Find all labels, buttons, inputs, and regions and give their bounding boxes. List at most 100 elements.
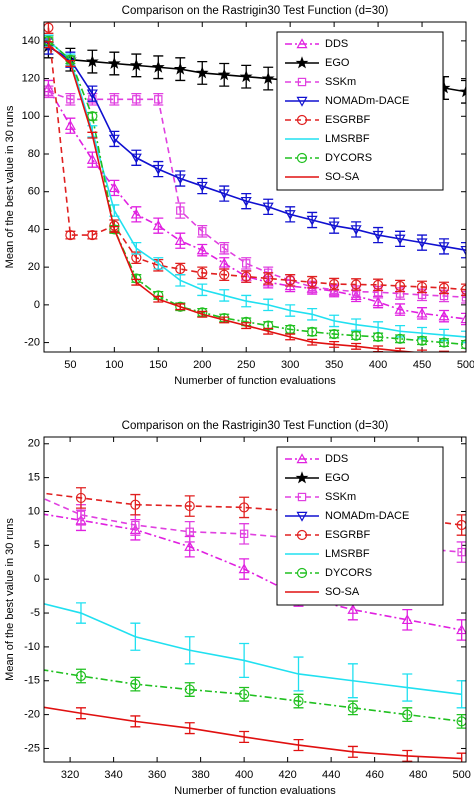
marker — [328, 221, 340, 232]
marker — [307, 277, 318, 288]
error-bar — [75, 487, 86, 509]
y-tick-label: 120 — [22, 72, 40, 84]
marker — [416, 335, 428, 346]
marker — [175, 263, 186, 275]
x-tick-label: 400 — [369, 359, 387, 371]
marker — [130, 153, 142, 164]
legend-label: DDS — [325, 38, 348, 50]
marker — [85, 54, 99, 68]
y-axis-label: Mean of the best value in 30 runs — [4, 105, 16, 268]
marker — [130, 679, 141, 690]
error-bar — [456, 619, 466, 641]
y-tick-label: -20 — [24, 709, 40, 721]
marker — [131, 520, 140, 530]
marker — [238, 563, 250, 574]
y-tick-label: 15 — [28, 472, 40, 484]
marker — [176, 206, 185, 215]
x-tick-label: 500 — [452, 769, 470, 781]
error-bar — [219, 268, 230, 281]
y-tick-label: 0 — [34, 573, 40, 585]
error-bar — [239, 523, 250, 545]
error-bar — [239, 730, 250, 744]
y-tick-label: -15 — [24, 675, 40, 687]
marker — [296, 567, 308, 579]
marker — [297, 77, 307, 87]
x-axis-label: Numerber of function evaluations — [174, 785, 336, 797]
error-bar — [197, 266, 208, 280]
marker — [218, 189, 230, 200]
marker — [107, 56, 121, 69]
marker — [239, 502, 250, 513]
error-bar — [75, 707, 86, 720]
x-tick-label: 400 — [235, 769, 253, 781]
marker — [196, 244, 208, 255]
error-bar — [131, 241, 142, 255]
marker — [351, 330, 362, 341]
x-tick-label: 100 — [105, 359, 123, 371]
error-bar — [373, 278, 384, 292]
error-bar — [184, 520, 195, 543]
marker — [348, 352, 357, 360]
error-bar — [347, 663, 358, 699]
chart-title: Comparison on the Rastrigin30 Test Funct… — [122, 5, 389, 17]
legend-box — [276, 31, 444, 191]
error-bar — [461, 241, 466, 259]
legend-box — [276, 446, 444, 606]
marker — [263, 273, 274, 284]
marker — [109, 224, 120, 235]
marker — [184, 684, 195, 695]
marker — [293, 695, 304, 707]
marker — [75, 492, 87, 504]
error-bar — [417, 280, 428, 294]
plot-frame — [43, 21, 467, 353]
legend-label: DYCORS — [325, 567, 372, 579]
marker — [456, 519, 466, 531]
x-tick-label: 350 — [325, 359, 343, 371]
error-bar — [456, 752, 466, 762]
legend-label: NOMADm-DACE — [325, 95, 409, 107]
marker — [185, 527, 194, 536]
error-bar — [402, 673, 413, 702]
marker — [372, 296, 384, 307]
error-bar — [130, 715, 141, 728]
y-tick-label: 40 — [28, 223, 40, 235]
y-tick-label: -5 — [30, 607, 40, 619]
marker — [394, 333, 406, 344]
marker — [372, 230, 384, 241]
marker — [65, 229, 76, 241]
error-bar — [307, 275, 318, 289]
marker — [175, 301, 186, 312]
marker — [217, 68, 231, 81]
marker — [295, 56, 309, 69]
x-tick-label: 340 — [104, 769, 122, 781]
error-bar — [239, 496, 250, 519]
y-tick-label: 140 — [22, 35, 40, 47]
marker — [152, 219, 164, 230]
x-tick-label: 480 — [409, 769, 427, 781]
error-bar — [329, 314, 340, 328]
error-bar — [239, 558, 250, 580]
legend-label: SO-SA — [325, 171, 360, 183]
marker — [438, 337, 450, 348]
error-bar — [109, 225, 120, 233]
marker — [457, 379, 466, 387]
marker — [174, 235, 186, 245]
y-tick-label: 20 — [28, 261, 40, 273]
marker — [329, 328, 340, 340]
legend: DDS EGO SSKm NOMADm-DACE ESGRBF LMSRBF DYCORS S… — [276, 31, 444, 191]
marker — [242, 259, 251, 268]
marker — [195, 66, 209, 79]
x-tick-label: 300 — [281, 359, 299, 371]
marker — [196, 181, 208, 192]
marker — [220, 244, 229, 253]
marker — [297, 492, 307, 502]
x-tick-label: 380 — [191, 769, 209, 781]
series-line — [44, 669, 462, 723]
x-axis-label: Numerber of function evaluations — [174, 375, 336, 387]
marker — [438, 282, 450, 293]
error-bar — [184, 495, 195, 517]
error-bar — [22, 660, 32, 674]
error-bar — [285, 274, 296, 287]
error-bar — [241, 270, 252, 283]
error-bar — [130, 622, 141, 651]
